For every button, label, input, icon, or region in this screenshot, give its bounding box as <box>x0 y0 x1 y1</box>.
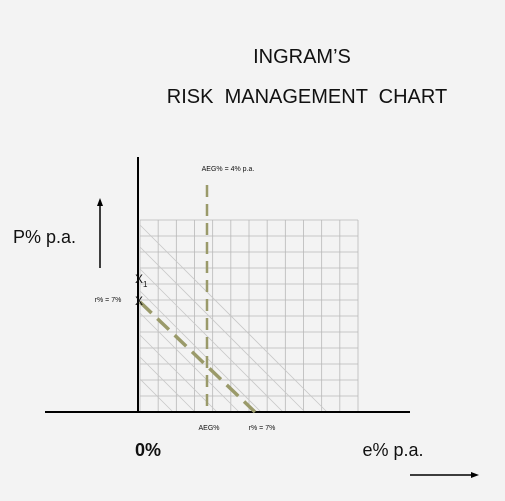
title-line1: INGRAM’S <box>253 46 351 68</box>
diagonals <box>139 224 328 413</box>
diagonal-line <box>139 378 174 413</box>
r-line <box>138 300 257 414</box>
x-mark: X <box>135 294 143 308</box>
right-arrow-head <box>471 472 479 478</box>
aeg-bottom-label: AEG% <box>198 425 219 432</box>
x1-subscript: 1 <box>143 280 148 289</box>
diagonal-line <box>139 356 196 413</box>
r-left-label: r% = 7% <box>95 297 122 304</box>
up-arrow-head <box>97 198 103 206</box>
diagonal-line <box>139 224 328 413</box>
diagonal-line <box>139 312 240 413</box>
aeg-top-label: AEG% = 4% p.a. <box>202 166 255 173</box>
y-axis-label: P% p.a. <box>13 227 76 247</box>
diagonal-line <box>139 334 218 413</box>
diagonal-line <box>139 246 306 413</box>
x-axis-label: e% p.a. <box>362 440 423 460</box>
title-line2: RISK MANAGEMENT CHART <box>167 86 447 108</box>
diagonal-line <box>139 268 284 413</box>
origin-label: 0% <box>135 440 161 460</box>
r-bottom-label: r% = 7% <box>249 425 276 432</box>
x1-label: X <box>135 272 143 286</box>
diagonal-line <box>139 290 262 413</box>
